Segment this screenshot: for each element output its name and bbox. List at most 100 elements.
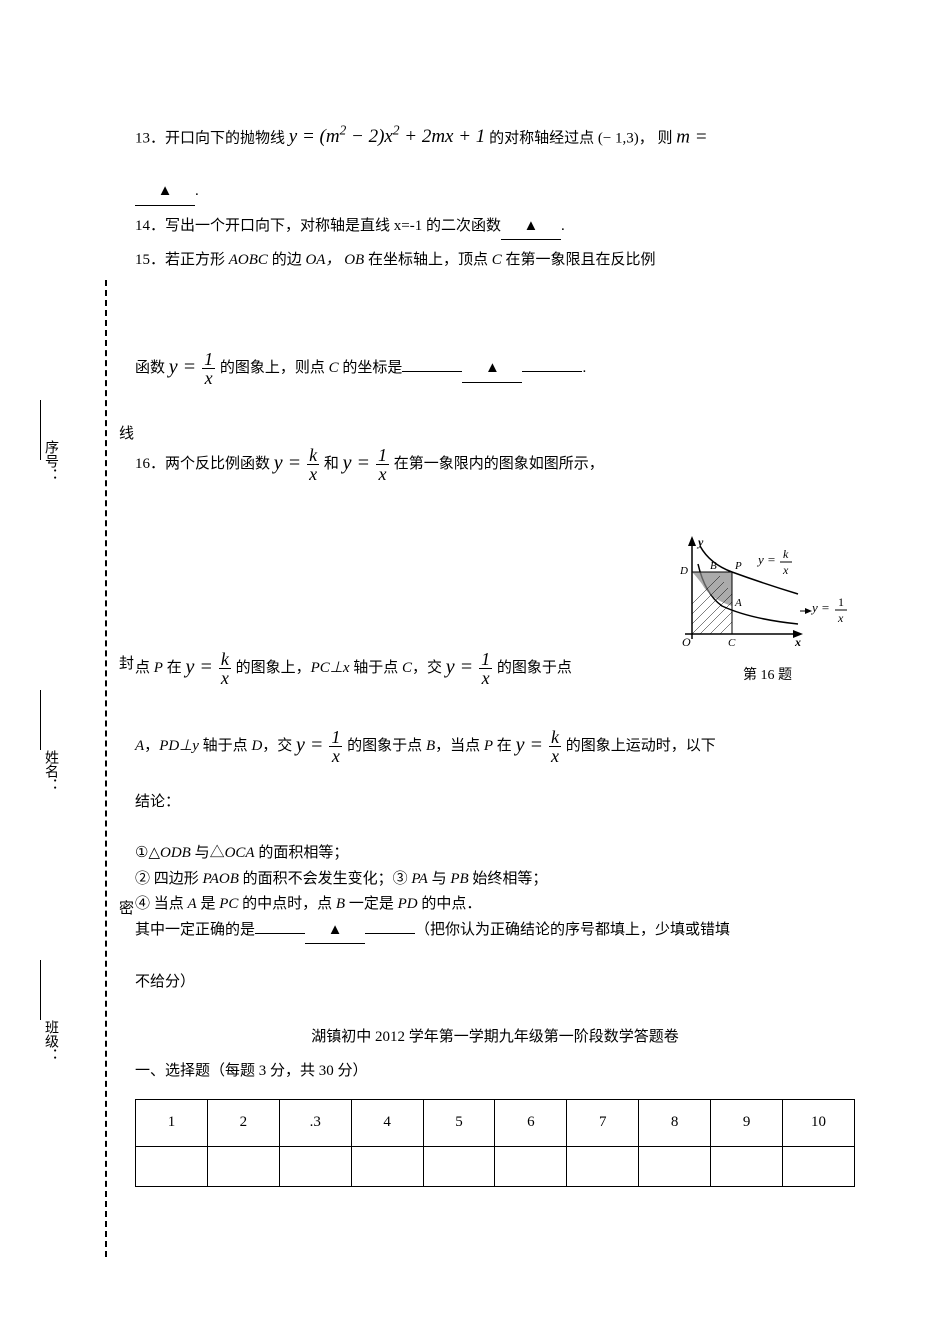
question-16: 16．两个反比例函数 y = kx 和 y = 1x 在第一象限内的图象如图所示… [135, 446, 855, 995]
q15-mid3: 在第一象限且在反比例 [502, 252, 656, 268]
svg-text:A: A [734, 597, 742, 609]
q16-l2d: 轴于点 [350, 660, 403, 676]
q15-num: 15 [135, 252, 150, 268]
q15-c2: C [329, 360, 339, 376]
q14-blank: ▲ [501, 214, 561, 241]
q15-mid2: 在坐标轴上，顶点 [364, 252, 492, 268]
q16-c2: ② 四边形 PAOB 的面积不会发生变化；③ PA 与 PB 始终相等； [135, 867, 855, 893]
ans-1[interactable] [136, 1146, 208, 1186]
svg-text:C: C [728, 637, 736, 649]
q16-f1: y = kx [274, 446, 320, 483]
ans-2[interactable] [207, 1146, 279, 1186]
table-header-row: 1 2 .3 4 5 6 7 8 9 10 [136, 1100, 855, 1147]
q16-caption: 第 16 题 [680, 664, 855, 688]
svg-text:P: P [734, 560, 742, 572]
svg-text:D: D [680, 565, 688, 577]
q16-l2e: ，交 [412, 660, 446, 676]
seal-feng-char: 封 [115, 655, 136, 670]
q15-pre: ．若正方形 [150, 252, 229, 268]
q15-shape: AOBC [229, 252, 268, 268]
q16-figure: y x O D B P A C y = k x y = 1 [680, 534, 855, 687]
svg-text:y: y [696, 535, 704, 549]
q15-mid1: 的边 [268, 252, 306, 268]
table-answer-row [136, 1146, 855, 1186]
question-13: 13．开口向下的抛物线 y = (m2 − 2)x2 + 2mx + 1 的对称… [135, 120, 855, 206]
q15-c: C [492, 252, 502, 268]
svg-text:y =: y = [756, 552, 776, 567]
ans-10[interactable] [783, 1146, 855, 1186]
ans-7[interactable] [567, 1146, 639, 1186]
svg-text:y =: y = [810, 600, 830, 615]
q14-text: ．写出一个开口向下，对称轴是直线 x=-1 的二次函数 [150, 218, 501, 234]
q16-C: C [402, 660, 412, 676]
ans-8[interactable] [639, 1146, 711, 1186]
q16-answer-line: 其中一定正确的是▲（把你认为正确结论的序号都填上，少填或错填 [135, 918, 855, 945]
q14-end: . [561, 218, 565, 234]
q16-pc: PC⊥x [311, 660, 350, 676]
svg-text:O: O [682, 635, 691, 649]
q15-l2b: 的图象上，则点 [216, 360, 329, 376]
col-4: 4 [351, 1100, 423, 1147]
fold-line [105, 280, 107, 1257]
q16-f3: y = kx [185, 650, 231, 687]
q16-A: A [135, 738, 144, 754]
q16-D: D [251, 738, 262, 754]
q15-frac: y = 1x [169, 350, 216, 387]
q13-after: ， 则 [639, 130, 677, 146]
q13-mid: 的对称轴经过点 [485, 130, 598, 146]
q15-edges: OA， OB [305, 252, 364, 268]
col-10: 10 [783, 1100, 855, 1147]
label-ordinal: 序号： [40, 440, 60, 482]
q13-prefix: ．开口向下的抛物线 [150, 130, 289, 146]
svg-text:k: k [783, 547, 789, 561]
ans-9[interactable] [711, 1146, 783, 1186]
label-name: 姓名： [40, 750, 60, 792]
q13-num: 13 [135, 130, 150, 146]
ans-5[interactable] [423, 1146, 495, 1186]
q16-post: 在第一象限内的图象如图所示， [390, 456, 604, 472]
svg-text:x: x [794, 635, 801, 649]
q15-end: . [582, 360, 586, 376]
q16-f4: y = 1x [446, 650, 493, 687]
q13-end: . [195, 183, 199, 199]
q16-f5: y = 1x [296, 728, 343, 765]
q16-c4: ④ 当点 A 是 PC 的中点时，点 B 一定是 PD 的中点． [135, 892, 855, 918]
q14-num: 14 [135, 218, 150, 234]
col-2: 2 [207, 1100, 279, 1147]
seal-line-char: 线 [115, 425, 136, 440]
col-9: 9 [711, 1100, 783, 1147]
svg-text:x: x [782, 563, 789, 577]
ans-4[interactable] [351, 1146, 423, 1186]
q16-ans-end: 不给分） [135, 970, 855, 996]
q16-f2: y = 1x [343, 446, 390, 483]
col-3: .3 [279, 1100, 351, 1147]
svg-text:B: B [710, 560, 717, 572]
svg-text:x: x [837, 611, 844, 625]
q16-l2b: 在 [163, 660, 186, 676]
ans-3[interactable] [279, 1146, 351, 1186]
question-15: 15．若正方形 AOBC 的边 OA， OB 在坐标轴上，顶点 C 在第一象限且… [135, 248, 855, 387]
answer-sheet-title: 湖镇初中 2012 学年第一学期九年级第一阶段数学答题卷 [135, 1025, 855, 1051]
q16-pd: PD⊥y [159, 738, 199, 754]
answer-table: 1 2 .3 4 5 6 7 8 9 10 [135, 1099, 855, 1187]
ans-6[interactable] [495, 1146, 567, 1186]
q15-l2c: 的坐标是 [339, 360, 403, 376]
q16-num: 16 [135, 456, 150, 472]
q15-l2a: 函数 [135, 360, 169, 376]
q13-point: (− 1,3) [598, 130, 639, 146]
svg-text:1: 1 [838, 595, 844, 609]
q16-conclusion-label: 结论： [135, 790, 855, 816]
col-5: 5 [423, 1100, 495, 1147]
col-6: 6 [495, 1100, 567, 1147]
q16-pre: ．两个反比例函数 [150, 456, 274, 472]
label-class: 班级： [40, 1020, 60, 1062]
seal-mi-char: 密 [115, 900, 136, 915]
q16-and: 和 [320, 456, 343, 472]
q16-l2a: 点 [135, 660, 154, 676]
page-content: 13．开口向下的抛物线 y = (m2 − 2)x2 + 2mx + 1 的对称… [135, 120, 855, 1187]
q13-blank: ▲ [135, 179, 195, 206]
q13-m-eq: m = [676, 126, 707, 147]
q16-P: P [154, 660, 163, 676]
question-14: 14．写出一个开口向下，对称轴是直线 x=-1 的二次函数▲. [135, 214, 855, 241]
q16-f6: y = kx [516, 728, 562, 765]
